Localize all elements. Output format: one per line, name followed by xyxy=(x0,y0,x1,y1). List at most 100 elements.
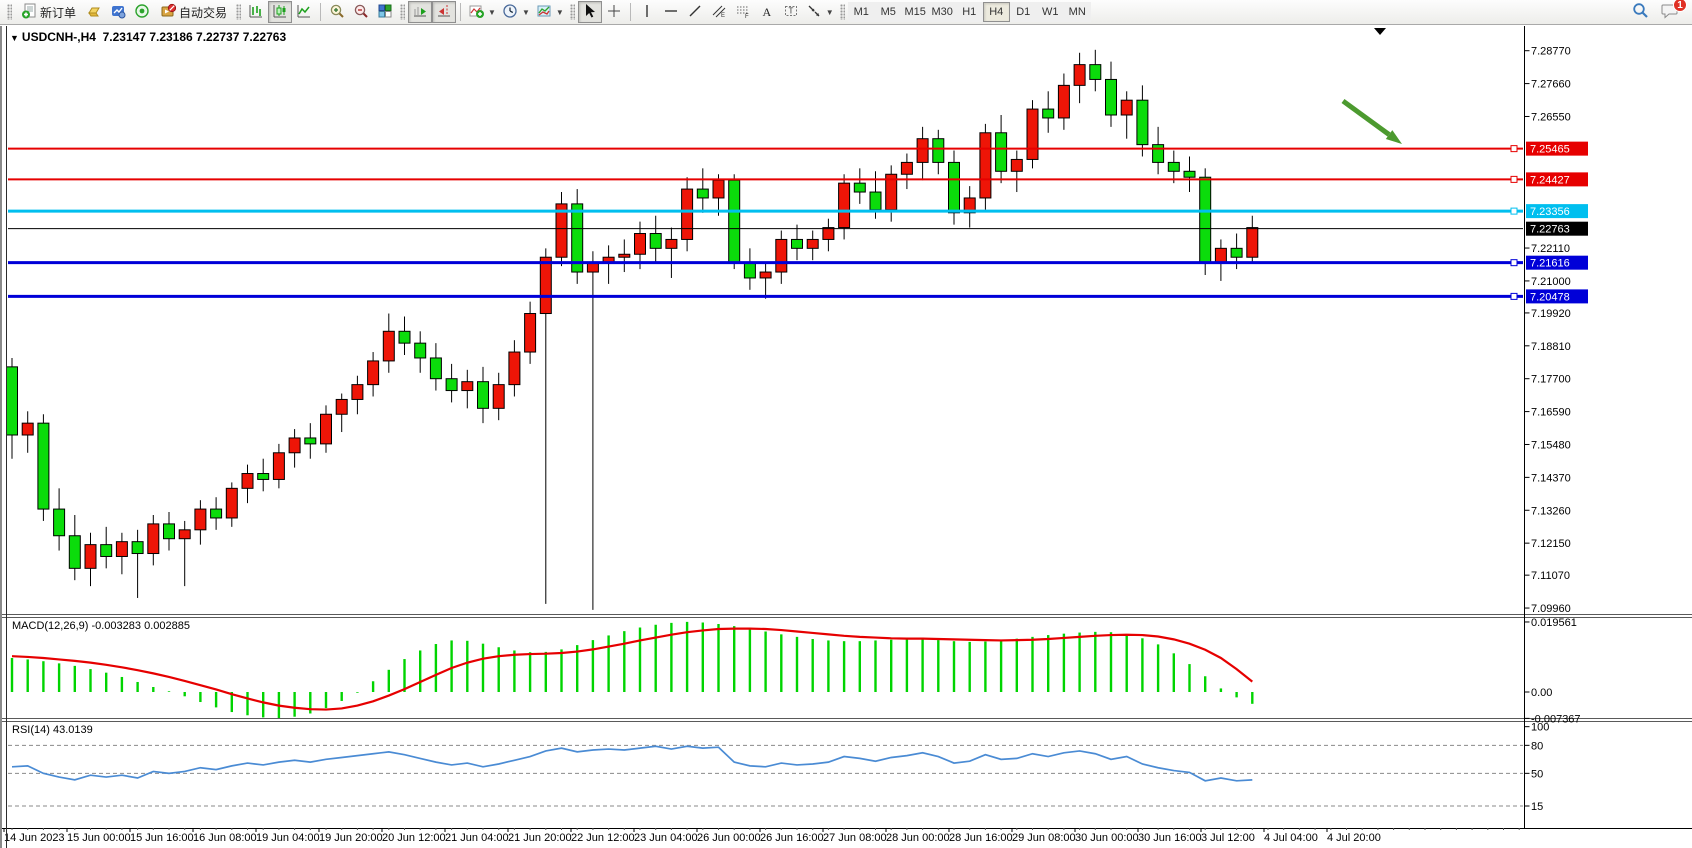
annotation-arrow[interactable] xyxy=(1341,98,1402,144)
candle xyxy=(225,487,238,519)
chart-shift-button[interactable] xyxy=(432,1,457,23)
timeframe-h1-button[interactable]: H1 xyxy=(955,2,983,22)
periods-button[interactable]: ▼ xyxy=(499,1,533,23)
chevron-down-icon: ▼ xyxy=(10,33,19,43)
zoom-in-button[interactable] xyxy=(325,1,349,23)
toolbar-grip[interactable] xyxy=(839,4,845,20)
price-tick-label: 7.12150 xyxy=(1531,538,1571,550)
text-label-button[interactable]: T xyxy=(779,1,803,23)
trendline-button[interactable] xyxy=(683,1,707,23)
arrow-head[interactable] xyxy=(1385,130,1402,144)
price-badge-label: 7.22763 xyxy=(1530,224,1570,236)
chevron-down-icon: ▼ xyxy=(555,7,564,17)
zoom-out-icon xyxy=(353,3,369,22)
chart-shift-marker[interactable] xyxy=(1374,28,1386,35)
svg-text:E: E xyxy=(721,13,725,19)
chevron-down-icon: ▼ xyxy=(521,7,530,17)
bar-chart-button[interactable] xyxy=(244,1,268,23)
line-endpoint-handle[interactable] xyxy=(1510,145,1518,153)
toolbar-grip[interactable] xyxy=(400,4,406,20)
timeframe-h4-button[interactable]: H4 xyxy=(982,2,1010,22)
tile-windows-icon xyxy=(377,3,393,22)
candle xyxy=(429,357,442,380)
timeframe-m5-button[interactable]: M5 xyxy=(874,2,902,22)
market-watch-button[interactable] xyxy=(106,1,130,23)
vertical-line-button[interactable] xyxy=(635,1,659,23)
chart-shift-marker-g[interactable] xyxy=(1374,28,1386,35)
macd-tick-label: 0.00 xyxy=(1531,687,1552,699)
toolbar-grip[interactable] xyxy=(7,4,12,20)
time-tick-label: 26 Jun 16:00 xyxy=(760,832,824,844)
candle xyxy=(6,366,18,436)
price-axis[interactable]: 7.28770 7.27660 7.26550 7.22110 7.21000 7.199… xyxy=(1524,46,1589,615)
price-tick-label: 7.18810 xyxy=(1531,341,1571,353)
zoom-out-button[interactable] xyxy=(349,1,373,23)
rsi-axis[interactable]: 100 80 50 15 xyxy=(1524,722,1550,813)
timeframe-m1-button[interactable]: M1 xyxy=(847,2,875,22)
time-axis[interactable]: 14 Jun 2023 15 Jun 00:00 15 Jun 16:00 16 Ju… xyxy=(3,828,1520,844)
symbol-ohlc-label[interactable]: ▼ USDCNH-,H4 7.23147 7.23186 7.22737 7.22… xyxy=(10,30,286,44)
line-chart-icon xyxy=(296,3,312,22)
candle xyxy=(853,182,866,193)
styler-button[interactable] xyxy=(82,1,106,23)
auto-scroll-button[interactable] xyxy=(408,1,433,23)
price-tick-label: 7.14370 xyxy=(1531,472,1571,484)
line-endpoint-handle[interactable] xyxy=(1510,175,1518,183)
notifications-button[interactable]: 1 xyxy=(1658,0,1687,23)
timeframe-mn-button[interactable]: MN xyxy=(1063,2,1091,22)
candle xyxy=(1246,227,1259,258)
templates-button[interactable]: ▼ xyxy=(533,1,567,23)
cursor-icon xyxy=(582,3,598,22)
toolbar-grip[interactable] xyxy=(569,4,575,20)
time-tick-label: 15 Jun 16:00 xyxy=(130,832,194,844)
price-badge-label: 7.23356 xyxy=(1530,206,1570,218)
timeframe-d1-button[interactable]: D1 xyxy=(1009,2,1037,22)
candlestick-chart-button[interactable] xyxy=(268,1,293,23)
candle xyxy=(916,138,929,163)
crosshair-button[interactable] xyxy=(602,1,626,23)
autotrading-button[interactable]: 自动交易 xyxy=(154,1,233,23)
new-order-button[interactable]: 新订单 xyxy=(15,1,82,23)
cursor-button[interactable] xyxy=(577,1,602,23)
candle xyxy=(115,541,128,557)
text-button[interactable]: A xyxy=(755,1,779,23)
chart-surface[interactable]: 7.28770 7.27660 7.26550 7.22110 7.21000 7.199… xyxy=(0,26,1692,848)
signal-button[interactable] xyxy=(130,1,154,23)
price-tick-label: 7.09960 xyxy=(1531,603,1571,615)
candle xyxy=(398,330,411,344)
line-chart-button[interactable] xyxy=(292,1,316,23)
toolbar-grip[interactable] xyxy=(236,4,242,20)
time-tick-label: 15 Jun 00:00 xyxy=(67,832,131,844)
templates-icon xyxy=(536,3,552,22)
candle xyxy=(759,271,772,279)
line-endpoint-handle[interactable] xyxy=(1510,259,1518,267)
line-endpoint-handle[interactable] xyxy=(1510,207,1518,215)
candle xyxy=(1057,84,1070,119)
indicators-icon xyxy=(468,3,485,22)
ohlc-values: 7.23147 7.23186 7.22737 7.22763 xyxy=(102,30,287,44)
tile-windows-button[interactable] xyxy=(373,1,397,23)
candle xyxy=(743,262,756,279)
horizontal-line-button[interactable] xyxy=(659,1,683,23)
time-tick-label: 29 Jun 08:00 xyxy=(1012,832,1076,844)
timeframe-m15-button[interactable]: M15 xyxy=(901,2,929,22)
macd-axis[interactable]: 0.019561 0.00 -0.007367 xyxy=(1524,617,1581,725)
fibonacci-button[interactable]: F xyxy=(731,1,755,23)
indicators-button[interactable]: ▼ xyxy=(465,1,499,23)
price-level-lines[interactable] xyxy=(8,145,1523,300)
search-button[interactable] xyxy=(1628,1,1652,23)
gold-bar-icon xyxy=(86,3,102,22)
equidistant-channel-button[interactable]: E xyxy=(707,1,731,23)
toolbar: 新订单 自动交易 xyxy=(0,0,1692,25)
candle xyxy=(524,313,537,353)
time-tick-label: 26 Jun 00:00 xyxy=(697,832,761,844)
line-endpoint-handle[interactable] xyxy=(1510,292,1518,300)
chart-window: 7.28770 7.27660 7.26550 7.22110 7.21000 7.199… xyxy=(0,26,1692,848)
timeframe-m30-button[interactable]: M30 xyxy=(928,2,956,22)
candle xyxy=(320,413,332,445)
arrow-objects-button[interactable]: ▼ xyxy=(803,1,837,23)
arrow-shaft[interactable] xyxy=(1341,98,1391,137)
timeframe-w1-button[interactable]: W1 xyxy=(1036,2,1064,22)
time-tick-label: 23 Jun 04:00 xyxy=(634,832,698,844)
price-badge xyxy=(1526,255,1588,270)
